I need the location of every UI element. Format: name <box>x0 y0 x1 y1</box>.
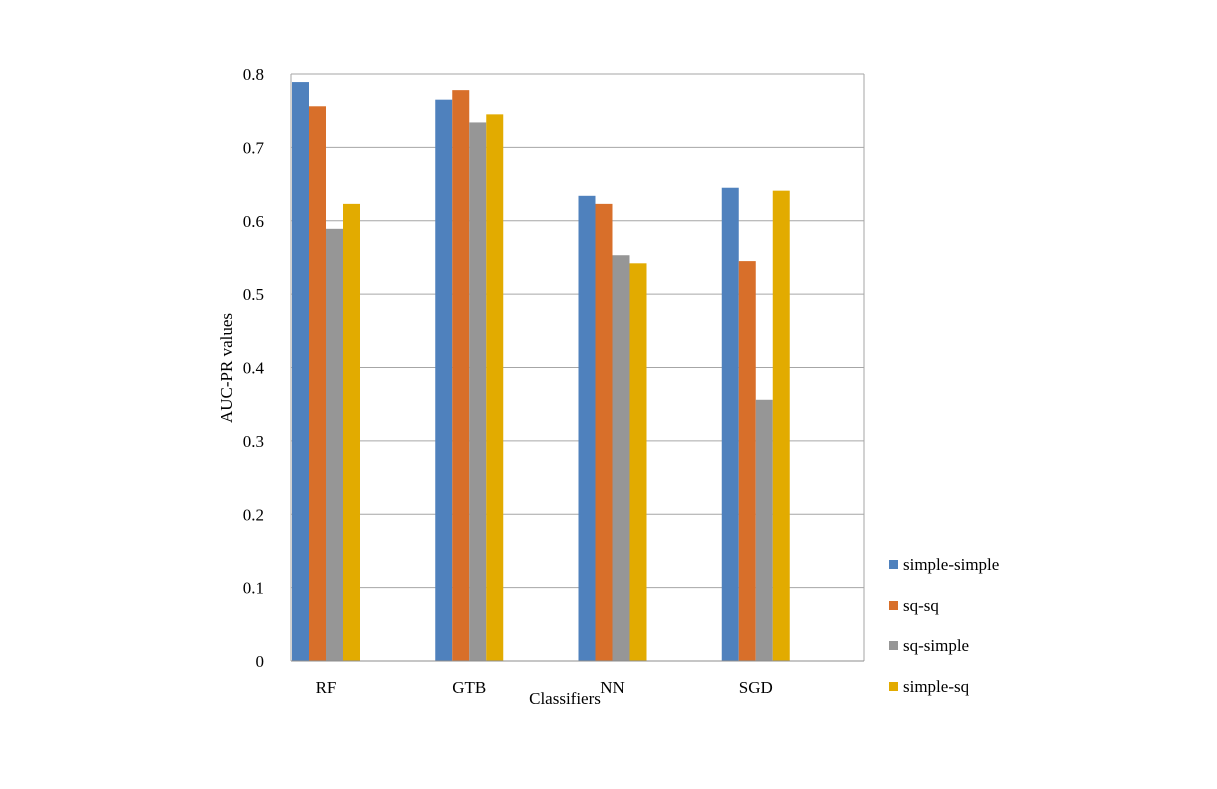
bar-sq-sq-NN <box>595 203 613 661</box>
bars <box>292 82 790 662</box>
legend-swatch <box>889 641 898 650</box>
legend-label: simple-simple <box>903 555 999 574</box>
legend-swatch <box>889 601 898 610</box>
bar-sq-sq-GTB <box>452 90 470 661</box>
bar-simple-sq-SGD <box>772 190 790 661</box>
y-tick-label: 0.8 <box>243 65 264 84</box>
y-tick-label: 0.7 <box>243 138 265 157</box>
bar-sq-simple-NN <box>612 255 630 661</box>
legend-label: sq-simple <box>903 636 969 655</box>
y-tick-label: 0.4 <box>243 359 265 378</box>
x-tick-label: NN <box>600 678 625 697</box>
x-axis-title: Classifiers <box>529 689 601 708</box>
bar-simple-simple-RF <box>292 82 309 662</box>
x-tick-labels: RF GTB NN SGD <box>316 678 773 697</box>
legend: simple-simple sq-sq sq-simple simple-sq <box>889 555 999 696</box>
bar-sq-simple-RF <box>326 228 343 662</box>
legend-label: simple-sq <box>903 677 970 696</box>
legend-swatch <box>889 560 898 569</box>
bar-sq-sq-SGD <box>738 261 756 661</box>
y-tick-label: 0 <box>256 652 265 671</box>
y-tick-label: 0.3 <box>243 432 264 451</box>
x-tick-label: RF <box>316 678 337 697</box>
bar-sq-simple-SGD <box>755 399 773 661</box>
gridlines <box>291 73 864 589</box>
bar-simple-simple-NN <box>578 195 596 662</box>
bar-sq-simple-GTB <box>469 122 487 662</box>
bar-simple-simple-SGD <box>721 187 739 661</box>
y-tick-label: 0.5 <box>243 285 264 304</box>
bar-simple-sq-GTB <box>486 114 504 661</box>
x-tick-label: SGD <box>739 678 773 697</box>
legend-label: sq-sq <box>903 596 939 615</box>
y-tick-label: 0.6 <box>243 212 264 231</box>
bar-simple-simple-GTB <box>435 99 453 661</box>
bar-simple-sq-NN <box>629 263 647 661</box>
axes <box>290 74 865 662</box>
y-axis-title: AUC-PR values <box>217 313 236 423</box>
bar-sq-sq-RF <box>309 106 326 661</box>
bar-simple-sq-RF <box>343 203 360 661</box>
y-tick-label: 0.1 <box>243 579 264 598</box>
y-tick-labels: 0 0.1 0.2 0.3 0.4 0.5 0.6 0.7 0.8 <box>243 65 265 671</box>
x-tick-label: GTB <box>452 678 486 697</box>
legend-swatch <box>889 682 898 691</box>
y-tick-label: 0.2 <box>243 505 264 524</box>
